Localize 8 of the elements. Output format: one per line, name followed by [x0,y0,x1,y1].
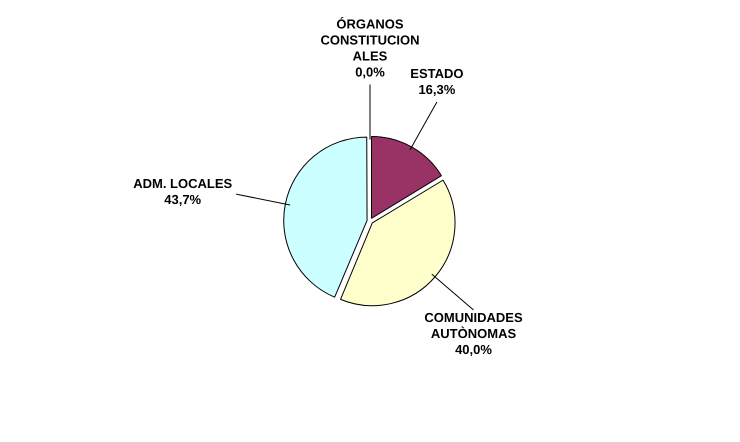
data-label: 40,0% [455,342,492,358]
data-label: 16,3% [418,82,456,98]
category-label: ÓRGANOS CONSTITUCIONALES [320,16,420,64]
slice-label: COMUNIDADES AUTÒNOMAS [424,310,523,342]
data-label: 43,7% [164,192,202,208]
text: 0,0% [355,64,385,80]
slice-label: ADM. LOCALES [133,176,232,192]
slice-label: ESTADO [410,66,464,82]
